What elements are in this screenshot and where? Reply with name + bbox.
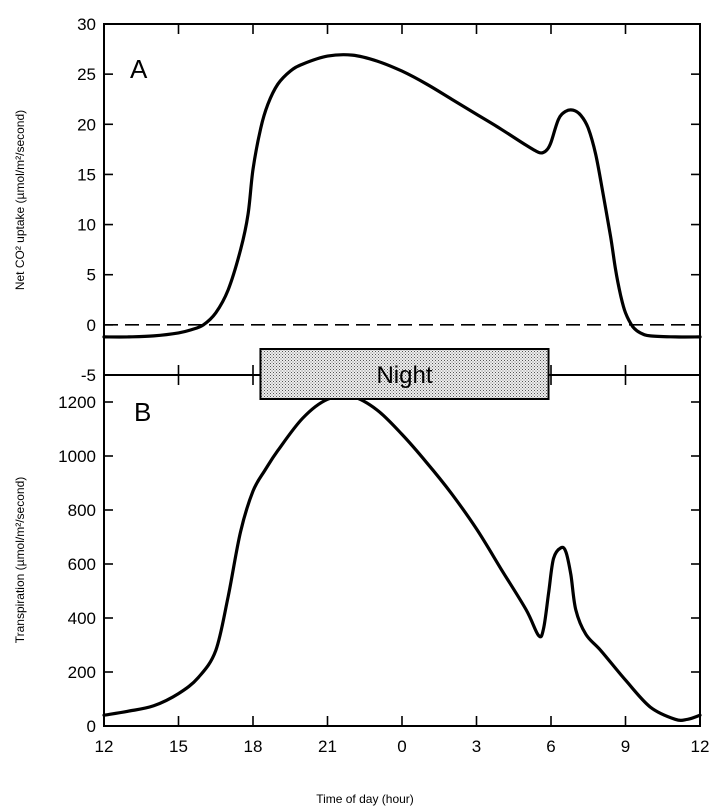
panel-b-y-ticks — [104, 401, 700, 727]
panel-a: A -5 0 5 10 15 20 25 30 Net CO² uptake (µmol/m²… — [13, 15, 702, 385]
y-tick-label: 600 — [68, 555, 96, 574]
panel-a-frame — [103, 23, 701, 376]
panel-a-x-ticks — [177, 24, 627, 375]
x-tick-label: 0 — [397, 737, 406, 756]
y-tick-label: 1000 — [58, 447, 96, 466]
x-tick-label: 6 — [546, 737, 555, 756]
y-tick-label: 30 — [77, 15, 96, 34]
panel-b: B 0 200 400 600 800 1000 1200 12 15 18 21 0 3 6 9 12 T… — [13, 374, 710, 806]
y-tick-label: 25 — [77, 65, 96, 84]
y-tick-label: 200 — [68, 663, 96, 682]
x-axis-title: Time of day (hour) — [316, 792, 414, 806]
y-tick-label: 800 — [68, 501, 96, 520]
night-box — [259, 348, 550, 400]
x-tick-label: 12 — [691, 737, 710, 756]
y-tick-label: 0 — [87, 316, 96, 335]
panel-a-y-ticks — [104, 23, 700, 376]
panel-b-frame — [103, 374, 701, 727]
night-label: Night — [376, 362, 432, 389]
y-tick-label: 1200 — [58, 393, 96, 412]
y-tick-label: 10 — [77, 216, 96, 235]
y-tick-label: 20 — [77, 115, 96, 134]
night-indicator: Night — [259, 348, 550, 400]
panel-a-y-tick-labels: -5 0 5 10 15 20 25 30 — [77, 15, 96, 385]
x-tick-label: 21 — [318, 737, 337, 756]
y-tick-label: -5 — [81, 366, 96, 385]
x-tick-label: 15 — [169, 737, 188, 756]
co2-uptake-line — [102, 53, 702, 339]
panel-b-y-tick-labels: 0 200 400 600 800 1000 1200 — [58, 393, 96, 736]
transpiration-line — [102, 394, 702, 722]
panel-a-letter: A — [130, 54, 148, 84]
x-tick-labels: 12 15 18 21 0 3 6 9 12 — [95, 737, 710, 756]
panel-b-y-axis-title: Transpiration (µmol/m²/second) — [13, 477, 27, 644]
y-tick-label: 400 — [68, 609, 96, 628]
x-tick-label: 18 — [244, 737, 263, 756]
x-tick-label: 12 — [95, 737, 114, 756]
x-tick-label: 9 — [621, 737, 630, 756]
y-tick-label: 5 — [87, 266, 96, 285]
x-tick-label: 3 — [472, 737, 481, 756]
y-tick-label: 0 — [87, 717, 96, 736]
y-tick-label: 15 — [77, 165, 96, 184]
panel-b-letter: B — [134, 397, 151, 427]
panel-a-y-axis-title: Net CO² uptake (µmol/m²/second) — [13, 110, 27, 290]
